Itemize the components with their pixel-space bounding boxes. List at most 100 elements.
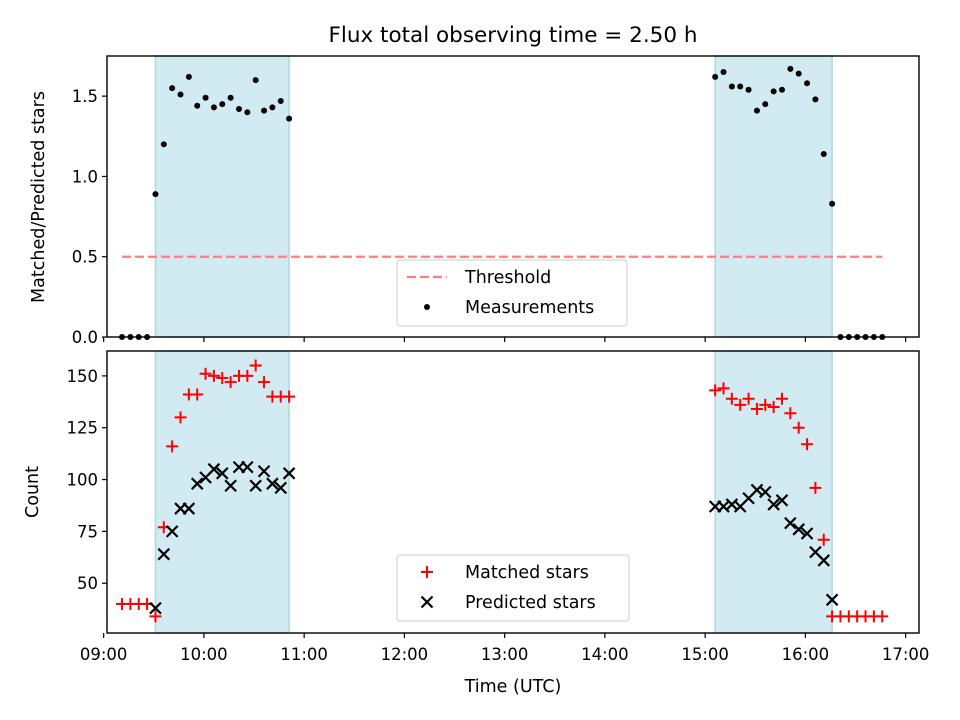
measurement-point [424, 304, 430, 310]
matched-stars-point [759, 398, 772, 411]
predicted-stars-point [784, 516, 797, 530]
x-axis-label: Time (UTC) [464, 677, 562, 697]
measurement-point [286, 115, 293, 122]
observing-interval-band [714, 55, 833, 338]
measurement-point [152, 191, 159, 198]
measurement-point [185, 73, 192, 80]
matched-stars-point [742, 392, 755, 405]
matched-stars-point [801, 438, 814, 451]
matched-stars-point [241, 369, 254, 382]
predicted-stars-point [775, 494, 789, 507]
matched-stars-point [767, 400, 780, 413]
y-tick-label: 1.0 [72, 167, 98, 186]
predicted-stars-point [157, 547, 171, 561]
predicted-stars-point [207, 462, 221, 476]
matched-stars-point [784, 407, 797, 420]
measurement-point [795, 70, 802, 77]
matched-stars-point [249, 359, 262, 372]
measurement-point [194, 102, 201, 109]
series-matched-stars [116, 359, 889, 623]
matched-stars-point [216, 371, 229, 384]
predicted-stars-point [224, 479, 237, 493]
predicted-stars-point [800, 527, 814, 540]
measurement-point [820, 150, 827, 157]
predicted-stars-point [257, 464, 271, 478]
y-tick-label: 125 [67, 419, 99, 438]
x-tick-label: 14:00 [581, 645, 629, 664]
matched-stars-point [199, 367, 212, 380]
measurement-point [169, 85, 176, 92]
predicted-stars-point [825, 593, 839, 607]
matched-stars-point [750, 403, 763, 416]
x-tick-label: 16:00 [782, 645, 830, 664]
x-tick-label: 15:00 [681, 645, 729, 664]
predicted-stars-point [767, 498, 780, 511]
legend-label: Matched stars [465, 563, 589, 583]
measurement-point [177, 91, 184, 98]
measurement-point [235, 105, 242, 112]
measurement-point [244, 109, 251, 116]
matched-stars-point [166, 440, 179, 453]
matched-stars-point [809, 481, 822, 494]
y-tick-label: 150 [67, 367, 99, 386]
predicted-stars-point [241, 460, 254, 474]
legend-box [396, 554, 630, 622]
measurement-point [804, 80, 811, 87]
matched-stars-point [224, 376, 237, 389]
predicted-stars-point [266, 477, 279, 490]
matched-stars-point [775, 392, 788, 405]
legend-label: Measurements [465, 298, 594, 318]
measurement-point [261, 107, 268, 114]
x-tick-label: 10:00 [180, 645, 228, 664]
measurement-point [728, 83, 735, 90]
measurement-point [210, 104, 217, 111]
legend-box [396, 259, 628, 327]
matched-stars-point [149, 610, 162, 623]
matched-stars-point [258, 376, 271, 389]
predicted-stars-point [792, 523, 805, 536]
measurement-point [712, 73, 719, 80]
measurement-point [737, 83, 744, 90]
predicted-stars-point [182, 502, 196, 515]
x-tick-label: 11:00 [280, 645, 328, 664]
measurement-point [720, 69, 727, 76]
predicted-stars-point [759, 485, 772, 499]
x-tick-label: 17:00 [882, 645, 930, 664]
bottom-panel: 50 75 100 125 150 09:00 10:00 11:00 12:00 13:00 14… [67, 350, 930, 664]
measurement-point [829, 200, 836, 207]
measurement-point [252, 77, 259, 84]
predicted-stars-point [216, 467, 229, 480]
series-measurements [119, 65, 886, 340]
predicted-stars-point [190, 477, 204, 490]
x-tick-label: 12:00 [381, 645, 429, 664]
measurement-point [202, 94, 209, 101]
top-panel: 0.0 0.5 1.0 1.5 Threshold Measurements [72, 55, 920, 347]
matched-stars-point [283, 390, 296, 403]
matched-stars-point [709, 384, 722, 397]
measurement-point [812, 96, 819, 103]
measurement-point [745, 86, 752, 93]
y-tick-label: 75 [77, 522, 98, 541]
measurement-point [219, 101, 226, 108]
measurement-point [770, 88, 777, 95]
y-tick-label: 1.5 [72, 87, 98, 106]
matched-stars-point [876, 610, 889, 623]
measurement-point [160, 141, 167, 148]
predicted-stars-point [817, 554, 831, 567]
y-tick-label: 50 [77, 574, 98, 593]
axes-frame [106, 350, 920, 634]
measurement-point [778, 86, 785, 93]
matched-stars-point [191, 388, 204, 401]
observing-interval-band [154, 55, 290, 338]
top-y-axis-label: Matched/Predicted stars [29, 91, 49, 303]
measurement-point [787, 65, 794, 72]
x-tick-label: 09:00 [80, 645, 128, 664]
x-tick-label: 13:00 [481, 645, 529, 664]
predicted-stars-point [282, 467, 296, 480]
legend: Matched stars Predicted stars [396, 554, 630, 622]
observing-interval-band [154, 350, 290, 634]
matched-stars-point [421, 566, 433, 578]
matched-stars-point [725, 392, 738, 405]
y-tick-label: 0.5 [72, 248, 98, 267]
